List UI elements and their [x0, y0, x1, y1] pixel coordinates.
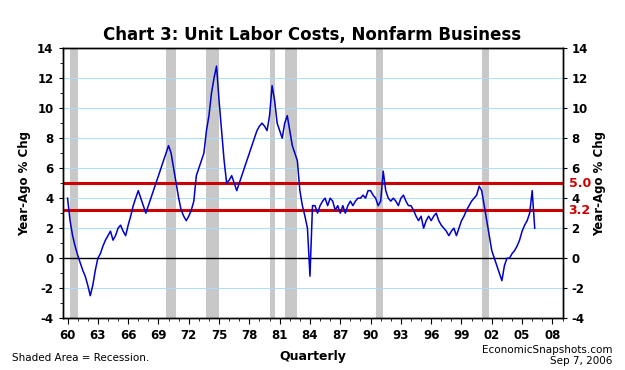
Bar [285, 48, 298, 318]
Bar [269, 48, 274, 318]
Bar [70, 48, 78, 318]
Bar [376, 48, 383, 318]
Bar [206, 48, 219, 318]
Text: 3.2: 3.2 [569, 204, 591, 217]
Bar [166, 48, 176, 318]
Text: Shaded Area = Recession.: Shaded Area = Recession. [12, 353, 150, 363]
Title: Chart 3: Unit Labor Costs, Nonfarm Business: Chart 3: Unit Labor Costs, Nonfarm Busin… [104, 26, 521, 44]
Y-axis label: Year-Ago % Chg: Year-Ago % Chg [594, 131, 606, 236]
Text: Quarterly: Quarterly [279, 350, 346, 363]
Text: EconomicSnapshots.com
Sep 7, 2006: EconomicSnapshots.com Sep 7, 2006 [482, 345, 612, 366]
Y-axis label: Year-Ago % Chg: Year-Ago % Chg [19, 131, 31, 236]
Bar [482, 48, 489, 318]
Text: 5.0: 5.0 [569, 176, 591, 190]
